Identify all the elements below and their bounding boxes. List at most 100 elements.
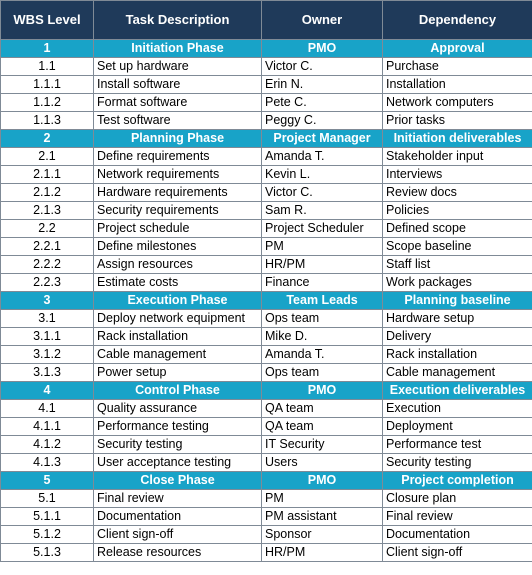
dependency-cell: Review docs — [382, 183, 532, 202]
phase-wbs-cell: 2 — [0, 129, 94, 148]
task-cell: Power setup — [93, 363, 262, 382]
header-wbs-level: WBS Level — [0, 0, 94, 40]
wbs-cell: 4.1 — [0, 399, 94, 418]
table-row: 4.1.2 Security testing IT Security Performa… — [0, 435, 532, 454]
dependency-cell: Documentation — [382, 525, 532, 544]
table-row: 5.1.2 Client sign-off Sponsor Documentation — [0, 525, 532, 544]
dependency-cell: Policies — [382, 201, 532, 220]
wbs-cell: 3.1 — [0, 309, 94, 328]
table-row: 2.1.1 Network requirements Kevin L. Intervi… — [0, 165, 532, 184]
phase-owner-cell: PMO — [261, 471, 383, 490]
owner-cell: Ops team — [261, 363, 383, 382]
phase-owner-cell: Project Manager — [261, 129, 383, 148]
dependency-cell: Interviews — [382, 165, 532, 184]
wbs-cell: 4.1.3 — [0, 453, 94, 472]
task-cell: Hardware requirements — [93, 183, 262, 202]
phase-task-cell: Planning Phase — [93, 129, 262, 148]
phase-wbs-cell: 1 — [0, 39, 94, 58]
table-row: 2.2.2 Assign resources HR/PM Staff list — [0, 255, 532, 274]
task-cell: Client sign-off — [93, 525, 262, 544]
table-row: 2.2 Project schedule Project Scheduler Defi… — [0, 219, 532, 238]
phase-wbs-cell: 3 — [0, 291, 94, 310]
task-cell: Format software — [93, 93, 262, 112]
owner-cell: Kevin L. — [261, 165, 383, 184]
wbs-cell: 5.1.3 — [0, 543, 94, 562]
phase-task-cell: Control Phase — [93, 381, 262, 400]
task-cell: Network requirements — [93, 165, 262, 184]
owner-cell: Mike D. — [261, 327, 383, 346]
wbs-cell: 1.1.3 — [0, 111, 94, 130]
wbs-table: WBS Level Task Description Owner Depende… — [0, 0, 532, 562]
owner-cell: Victor C. — [261, 57, 383, 76]
table-row: 4.1 Quality assurance QA team Execution — [0, 399, 532, 418]
task-cell: Assign resources — [93, 255, 262, 274]
phase-wbs-cell: 4 — [0, 381, 94, 400]
wbs-cell: 2.2.3 — [0, 273, 94, 292]
header-row: WBS Level Task Description Owner Depende… — [0, 0, 532, 40]
table-row: 2.1.2 Hardware requirements Victor C. Revie… — [0, 183, 532, 202]
wbs-cell: 2.2.2 — [0, 255, 94, 274]
task-cell: Security testing — [93, 435, 262, 454]
owner-cell: IT Security — [261, 435, 383, 454]
phase-dependency-cell: Execution deliverables — [382, 381, 532, 400]
task-cell: User acceptance testing — [93, 453, 262, 472]
phase-task-cell: Execution Phase — [93, 291, 262, 310]
table-row: 2.2.3 Estimate costs Finance Work packages — [0, 273, 532, 292]
dependency-cell: Purchase — [382, 57, 532, 76]
owner-cell: PM — [261, 489, 383, 508]
table-row: 5.1.1 Documentation PM assistant Final revi… — [0, 507, 532, 526]
dependency-cell: Closure plan — [382, 489, 532, 508]
task-cell: Release resources — [93, 543, 262, 562]
header-owner: Owner — [261, 0, 383, 40]
owner-cell: QA team — [261, 399, 383, 418]
owner-cell: Finance — [261, 273, 383, 292]
wbs-cell: 1.1.1 — [0, 75, 94, 94]
phase-row: 5 Close Phase PMO Project completion — [0, 471, 532, 490]
owner-cell: PM — [261, 237, 383, 256]
wbs-cell: 3.1.2 — [0, 345, 94, 364]
dependency-cell: Scope baseline — [382, 237, 532, 256]
owner-cell: HR/PM — [261, 255, 383, 274]
phase-owner-cell: Team Leads — [261, 291, 383, 310]
phase-dependency-cell: Project completion — [382, 471, 532, 490]
task-cell: Install software — [93, 75, 262, 94]
dependency-cell: Defined scope — [382, 219, 532, 238]
phase-task-cell: Initiation Phase — [93, 39, 262, 58]
wbs-cell: 4.1.1 — [0, 417, 94, 436]
task-cell: Documentation — [93, 507, 262, 526]
owner-cell: Pete C. — [261, 93, 383, 112]
dependency-cell: Delivery — [382, 327, 532, 346]
task-cell: Test software — [93, 111, 262, 130]
table-row: 5.1 Final review PM Closure plan — [0, 489, 532, 508]
owner-cell: Ops team — [261, 309, 383, 328]
wbs-cell: 3.1.3 — [0, 363, 94, 382]
task-cell: Estimate costs — [93, 273, 262, 292]
dependency-cell: Deployment — [382, 417, 532, 436]
task-cell: Deploy network equipment — [93, 309, 262, 328]
task-cell: Project schedule — [93, 219, 262, 238]
task-cell: Cable management — [93, 345, 262, 364]
task-cell: Performance testing — [93, 417, 262, 436]
phase-task-cell: Close Phase — [93, 471, 262, 490]
phase-dependency-cell: Planning baseline — [382, 291, 532, 310]
task-cell: Final review — [93, 489, 262, 508]
table-row: 3.1 Deploy network equipment Ops team Hardw… — [0, 309, 532, 328]
phase-wbs-cell: 5 — [0, 471, 94, 490]
header-task-description: Task Description — [93, 0, 262, 40]
wbs-cell: 2.1 — [0, 147, 94, 166]
table-body: 1 Initiation Phase PMO Approval 1.1 Set up ha… — [0, 39, 532, 562]
phase-owner-cell: PMO — [261, 381, 383, 400]
phase-row: 3 Execution Phase Team Leads Planning basel… — [0, 291, 532, 310]
dependency-cell: Network computers — [382, 93, 532, 112]
wbs-cell: 2.2 — [0, 219, 94, 238]
owner-cell: Amanda T. — [261, 345, 383, 364]
wbs-cell: 4.1.2 — [0, 435, 94, 454]
owner-cell: Project Scheduler — [261, 219, 383, 238]
table-row: 1.1.3 Test software Peggy C. Prior tasks — [0, 111, 532, 130]
wbs-cell: 5.1 — [0, 489, 94, 508]
owner-cell: QA team — [261, 417, 383, 436]
dependency-cell: Prior tasks — [382, 111, 532, 130]
table-row: 1.1.1 Install software Erin N. Installation — [0, 75, 532, 94]
owner-cell: Users — [261, 453, 383, 472]
task-cell: Security requirements — [93, 201, 262, 220]
